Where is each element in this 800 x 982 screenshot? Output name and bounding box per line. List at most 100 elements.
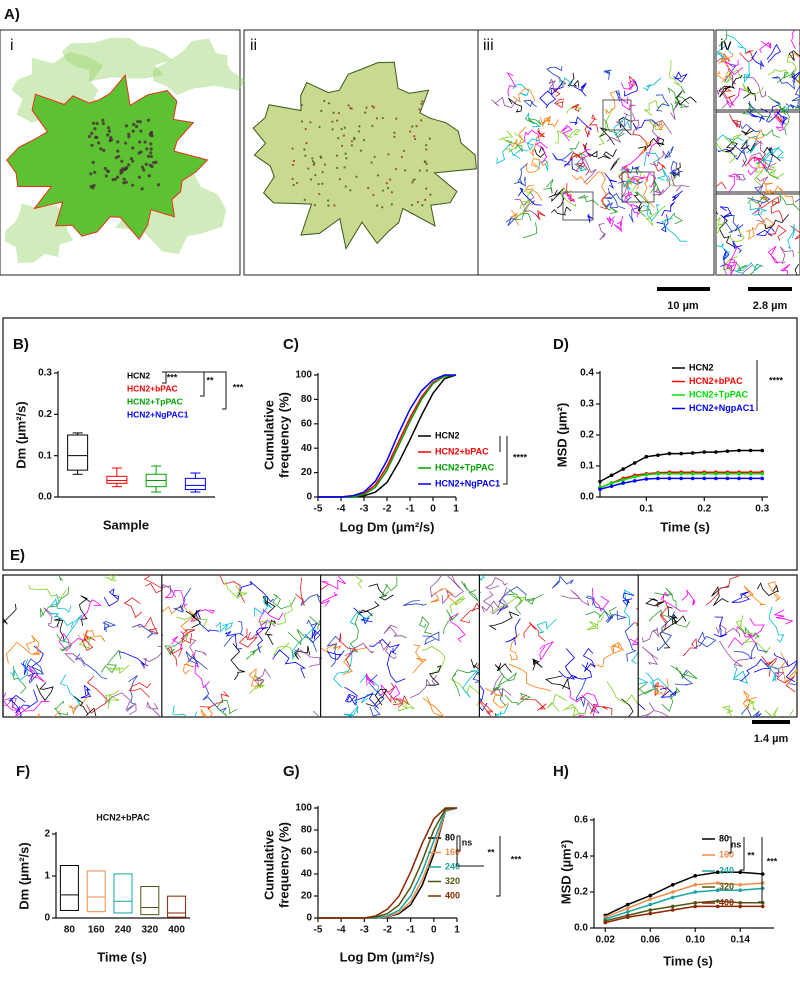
particle — [139, 150, 143, 154]
trajectory — [729, 227, 745, 243]
trajectory — [656, 611, 676, 652]
trajectory — [599, 192, 612, 210]
trajectory — [512, 83, 530, 97]
particle — [364, 111, 367, 114]
particle — [91, 121, 96, 125]
trajectory — [621, 149, 644, 183]
particle — [91, 160, 95, 164]
trajectory — [660, 591, 688, 612]
trajectory — [559, 77, 574, 88]
particle — [404, 169, 407, 172]
trajectory — [773, 652, 798, 683]
trajectory — [146, 701, 162, 717]
trajectory — [189, 638, 207, 657]
trajectory — [646, 136, 660, 157]
marker — [760, 448, 765, 453]
particle — [336, 119, 339, 122]
trajectory — [661, 686, 681, 713]
trajectory — [663, 212, 684, 227]
trajectory — [215, 621, 234, 634]
particle — [415, 125, 418, 128]
particle — [143, 140, 147, 144]
trajectory — [597, 149, 617, 160]
trajectory — [288, 628, 312, 646]
trajectory — [716, 134, 744, 151]
particle — [386, 186, 390, 190]
trajectory — [103, 692, 137, 716]
particle — [140, 165, 145, 169]
trajectory — [743, 585, 766, 606]
y-tick-label: 0.6 — [574, 815, 588, 826]
x-tick-label: 0.1 — [639, 504, 653, 515]
significance-label: *** — [767, 856, 778, 866]
y-tick-label: 0.4 — [574, 851, 588, 862]
trajectory — [383, 624, 407, 639]
series-line — [605, 882, 763, 918]
trajectory — [568, 664, 592, 680]
particle — [343, 166, 346, 169]
particle — [350, 140, 354, 143]
trajectory — [185, 609, 201, 628]
legend-label: 80 — [719, 833, 729, 843]
particle — [115, 175, 120, 179]
particle — [138, 120, 142, 124]
x-tick-label: -5 — [314, 925, 323, 936]
particle — [425, 143, 428, 147]
y-tick-label: 0 — [44, 913, 50, 924]
panel-label: H) — [553, 763, 569, 780]
x-tick-label: -2 — [383, 504, 392, 515]
panel-label: A) — [4, 6, 20, 23]
trajectory — [779, 246, 795, 265]
x-tick-label: -1 — [406, 504, 415, 515]
particle — [337, 137, 340, 140]
particle — [313, 161, 316, 165]
particle — [341, 144, 344, 147]
trajectory — [713, 616, 728, 638]
trajectory — [729, 113, 742, 129]
marker — [760, 881, 765, 885]
trajectory — [761, 129, 780, 138]
trajectory — [656, 214, 669, 233]
particle — [124, 180, 128, 184]
particle — [146, 118, 151, 122]
range-box — [113, 873, 133, 914]
marker — [737, 448, 741, 453]
trajectory — [750, 51, 765, 70]
trajectory — [368, 583, 394, 601]
trajectory — [716, 138, 738, 164]
trajectory — [747, 128, 765, 143]
x-tick-label: 320 — [141, 925, 158, 936]
trajectory — [358, 601, 380, 617]
trajectory — [548, 78, 556, 93]
trajectory — [788, 50, 800, 61]
x-axis-label: Time (s) — [660, 519, 710, 534]
particle — [338, 178, 341, 181]
box — [106, 475, 128, 484]
trajectory — [14, 700, 50, 717]
trajectory — [771, 76, 796, 90]
legend-label: 320 — [445, 876, 460, 886]
trajectory — [379, 639, 397, 659]
trajectory — [551, 192, 565, 209]
particle — [93, 127, 97, 131]
trajectory — [745, 699, 756, 711]
particle — [337, 111, 341, 115]
trajectory — [359, 675, 380, 704]
trajectory — [598, 223, 606, 241]
trajectory — [589, 649, 622, 668]
marker — [738, 888, 743, 892]
particle — [304, 154, 307, 157]
legend-label: HCN2 — [689, 362, 714, 372]
trajectory — [479, 699, 494, 717]
trajectory — [786, 53, 800, 85]
trajectory — [731, 591, 750, 603]
trajectory — [526, 138, 540, 151]
trajectory — [56, 633, 73, 652]
particle — [149, 142, 153, 146]
trajectory — [510, 209, 520, 226]
trajectory — [777, 185, 795, 205]
range-box — [140, 886, 160, 916]
series-line — [318, 374, 456, 498]
trajectory — [294, 645, 311, 660]
trajectory — [786, 103, 800, 110]
